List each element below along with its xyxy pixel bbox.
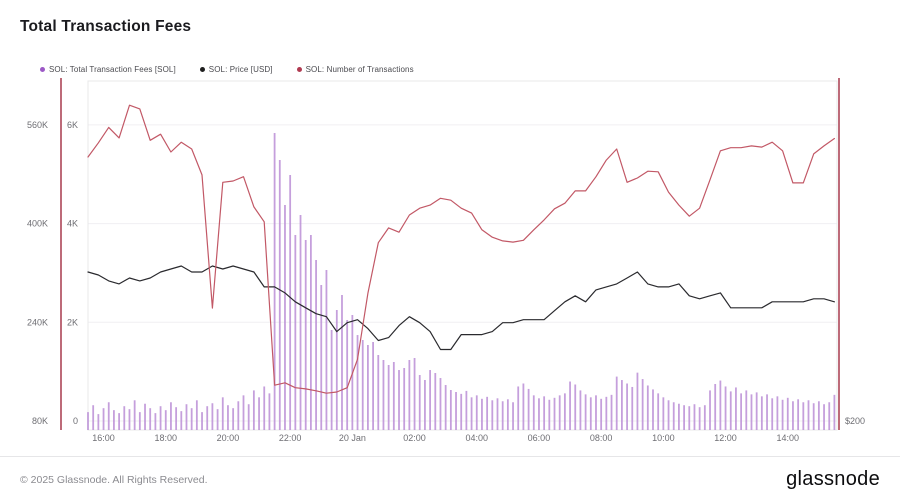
legend-item-transactions[interactable]: SOL: Number of Transactions bbox=[296, 65, 414, 74]
svg-text:560K: 560K bbox=[27, 120, 48, 130]
legend-item-fees[interactable]: SOL: Total Transaction Fees [SOL] bbox=[40, 65, 176, 74]
page-title: Total Transaction Fees bbox=[20, 18, 192, 35]
svg-text:14:00: 14:00 bbox=[776, 433, 799, 443]
legend-label-transactions: SOL: Number of Transactions bbox=[305, 65, 414, 74]
chart-plot[interactable]: 560K 400K 240K 80K 6K 4K 2K 0 16:00 18:00 20:00 22:… bbox=[0, 0, 900, 460]
svg-text:06:00: 06:00 bbox=[528, 433, 551, 443]
svg-text:04:00: 04:00 bbox=[465, 433, 488, 443]
svg-text:0: 0 bbox=[73, 416, 78, 426]
svg-text:4K: 4K bbox=[67, 219, 78, 229]
svg-text:20 Jan: 20 Jan bbox=[339, 433, 366, 443]
svg-text:20:00: 20:00 bbox=[217, 433, 240, 443]
footer-divider bbox=[0, 456, 900, 457]
svg-text:240K: 240K bbox=[27, 317, 48, 327]
svg-text:6K: 6K bbox=[67, 120, 78, 130]
svg-text:16:00: 16:00 bbox=[92, 433, 115, 443]
svg-text:2K: 2K bbox=[67, 317, 78, 327]
svg-text:10:00: 10:00 bbox=[652, 433, 675, 443]
chart-legend: SOL: Total Transaction Fees [SOL] SOL: P… bbox=[40, 65, 414, 74]
fees-series-dot-icon bbox=[40, 67, 45, 72]
legend-label-fees: SOL: Total Transaction Fees [SOL] bbox=[49, 65, 176, 74]
svg-text:$200: $200 bbox=[845, 416, 865, 426]
svg-text:18:00: 18:00 bbox=[154, 433, 177, 443]
svg-text:08:00: 08:00 bbox=[590, 433, 613, 443]
transactions-series-dot-icon bbox=[296, 67, 302, 72]
svg-text:400K: 400K bbox=[27, 219, 48, 229]
svg-text:80K: 80K bbox=[32, 416, 48, 426]
svg-text:02:00: 02:00 bbox=[403, 433, 426, 443]
legend-label-price: SOL: Price [USD] bbox=[208, 65, 273, 74]
svg-text:12:00: 12:00 bbox=[714, 433, 737, 443]
svg-text:22:00: 22:00 bbox=[279, 433, 302, 443]
price-series-dot-icon bbox=[199, 67, 205, 72]
glassnode-logo: glassnode bbox=[786, 468, 880, 490]
copyright-text: © 2025 Glassnode. All Rights Reserved. bbox=[20, 474, 208, 486]
legend-item-price[interactable]: SOL: Price [USD] bbox=[199, 65, 273, 74]
